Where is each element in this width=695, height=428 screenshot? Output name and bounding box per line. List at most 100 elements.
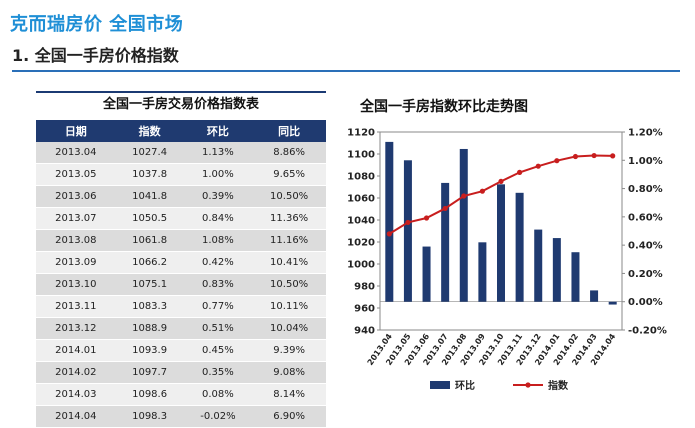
line-index-point [479, 188, 485, 194]
cell-yoy: 6.90% [252, 405, 326, 428]
cell-date: 2013.06 [36, 185, 116, 208]
table-body: 2013.04 1027.4 1.13% 8.86% 2013.05 1037.8 1.00… [36, 142, 326, 428]
col-header-date: 日期 [36, 120, 116, 142]
cell-mom: 1.00% [183, 163, 253, 186]
bar-mom [403, 160, 412, 302]
bar-mom [552, 238, 561, 302]
line-index-point [442, 205, 448, 212]
right-axis-tick-label: 0.20% [628, 269, 663, 280]
cell-date: 2013.12 [36, 317, 116, 340]
table-row: 2013.09 1066.2 0.42% 10.41% [36, 251, 326, 274]
right-axis-tick-label: 1.20% [628, 128, 663, 139]
cell-mom: 1.08% [183, 229, 253, 252]
cell-index: 1061.8 [115, 229, 184, 252]
col-header-yoy: 同比 [252, 120, 326, 142]
bar-mom [441, 182, 450, 302]
cell-date: 2013.11 [36, 295, 116, 318]
line-index-point [517, 169, 523, 175]
cell-yoy: 10.50% [252, 273, 326, 296]
cell-index: 1027.4 [115, 142, 184, 164]
table-row: 2013.10 1075.1 0.83% 10.50% [36, 273, 326, 296]
cell-date: 2014.04 [36, 405, 116, 428]
left-axis-tick-label: 1000 [347, 260, 375, 271]
cell-index: 1050.5 [115, 207, 184, 230]
bar-mom [385, 141, 394, 302]
table-row: 2013.11 1083.3 0.77% 10.11% [36, 295, 326, 318]
cell-mom: 0.77% [183, 295, 253, 318]
right-axis-tick-label: 0.00% [628, 297, 663, 308]
legend-label-mom: 环比 [455, 379, 475, 392]
table-title: 全国一手房交易价格指数表 [102, 97, 259, 112]
plot-frame [379, 131, 623, 331]
cell-date: 2014.02 [36, 361, 116, 384]
cell-mom: 0.35% [183, 361, 253, 384]
cell-yoy: 9.39% [252, 339, 326, 362]
cell-yoy: 10.41% [252, 251, 326, 274]
cell-date: 2013.08 [36, 229, 116, 252]
line-index-point [461, 193, 467, 199]
table-row: 2013.04 1027.4 1.13% 8.86% [36, 142, 326, 164]
left-axis-tick-label: 1040 [347, 216, 375, 227]
cell-date: 2013.10 [36, 273, 116, 296]
line-index-point [554, 158, 560, 164]
line-index-point [535, 163, 541, 169]
cell-mom: 0.08% [183, 383, 253, 406]
table-top-rule [36, 91, 326, 93]
col-header-mom: 环比 [183, 120, 253, 142]
cell-mom: 0.51% [183, 317, 253, 340]
cell-yoy: 9.65% [252, 163, 326, 186]
table-row: 2013.05 1037.8 1.00% 9.65% [36, 163, 326, 186]
left-axis-tick-label: 1120 [347, 128, 375, 139]
cell-index: 1098.3 [115, 405, 184, 428]
cell-mom: 0.83% [183, 273, 253, 296]
right-axis-tick-label: 0.60% [628, 212, 663, 223]
table-row: 2014.02 1097.7 0.35% 9.08% [36, 361, 326, 384]
col-header-index: 指数 [115, 120, 184, 142]
bar-mom [608, 301, 617, 305]
left-axis-tick-label: 980 [354, 282, 375, 293]
cell-index: 1098.6 [115, 383, 184, 406]
left-axis-tick-label: 1020 [347, 238, 375, 249]
chart-title: 全国一手房指数环比走势图 [360, 99, 528, 115]
table-row: 2014.03 1098.6 0.08% 8.14% [36, 383, 326, 406]
page-subtitle: 1. 全国一手房价格指数 [12, 46, 179, 65]
table-row: 2013.12 1088.9 0.51% 10.04% [36, 317, 326, 340]
cell-index: 1066.2 [115, 251, 184, 274]
table-row: 2014.01 1093.9 0.45% 9.39% [36, 339, 326, 362]
legend-swatch-index-dot [525, 382, 531, 388]
table-row: 2013.06 1041.8 0.39% 10.50% [36, 185, 326, 208]
left-axis-tick-label: 1080 [347, 172, 375, 183]
right-axis-tick-label: 1.00% [628, 156, 663, 167]
legend-label-index: 指数 [548, 379, 569, 392]
cell-yoy: 8.86% [252, 142, 326, 164]
cell-date: 2013.05 [36, 163, 116, 186]
bar-mom [422, 246, 431, 302]
cell-index: 1041.8 [115, 185, 184, 208]
cell-index: 1093.9 [115, 339, 184, 362]
cell-index: 1075.1 [115, 273, 184, 296]
cell-yoy: 11.36% [252, 207, 326, 230]
cell-yoy: 9.08% [252, 361, 326, 384]
right-axis-tick-label: 0.80% [628, 184, 663, 195]
header-divider [12, 70, 680, 72]
index-table: 日期 指数 环比 同比 2013.04 1027.4 1.13% 8.86% 2013.… [36, 120, 326, 428]
line-index-point [498, 178, 504, 184]
bar-mom [478, 242, 487, 302]
legend-swatch-mom [430, 381, 450, 389]
cell-index: 1083.3 [115, 295, 184, 318]
bar-mom [497, 184, 505, 302]
cell-yoy: 11.16% [252, 229, 326, 252]
cell-date: 2013.07 [36, 207, 116, 230]
table-row: 2014.04 1098.3 -0.02% 6.90% [36, 405, 326, 428]
right-axis-tick-label: -0.20% [628, 326, 667, 337]
cell-index: 1088.9 [115, 317, 184, 340]
page-title: 克而瑞房价 全国市场 [10, 14, 184, 35]
trend-chart: 940 960 980 1000 1020 1040 1060 1080 1100 1120 -0.… [347, 128, 667, 393]
cell-mom: 1.13% [183, 142, 253, 164]
cell-mom: 0.45% [183, 339, 253, 362]
left-axis-tick-label: 1060 [347, 194, 375, 205]
left-axis-tick-label: 940 [354, 326, 375, 337]
cell-date: 2013.04 [36, 142, 116, 164]
left-axis-tick-label: 960 [354, 304, 375, 315]
cell-date: 2014.01 [36, 339, 116, 362]
